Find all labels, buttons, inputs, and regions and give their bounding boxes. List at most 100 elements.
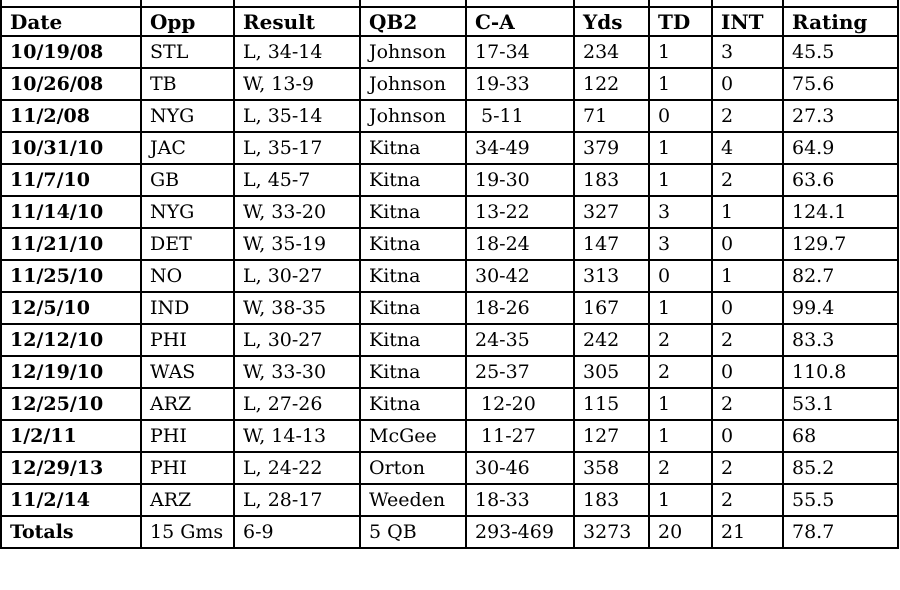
table-cell: 99.4 xyxy=(782,291,899,325)
grid-line-stub xyxy=(140,0,142,6)
table-cell: 6-9 xyxy=(233,515,361,549)
table-cell: 18-24 xyxy=(465,227,575,261)
table-cell: GB xyxy=(140,163,235,197)
table-cell: 293-469 xyxy=(465,515,575,549)
table-cell: 1 xyxy=(648,387,713,421)
table-cell: W, 33-30 xyxy=(233,355,361,389)
table-cell: WAS xyxy=(140,355,235,389)
table-row: 11/2/14 ARZ L, 28-17 Weeden 18-33 183 1 2 55.5 xyxy=(0,483,899,517)
table-cell: Weeden xyxy=(359,483,467,517)
table-cell: 2 xyxy=(711,387,784,421)
table-cell: W, 35-19 xyxy=(233,227,361,261)
table-cell: 127 xyxy=(573,419,650,453)
table-cell: 11/14/10 xyxy=(0,195,142,229)
table-cell: 147 xyxy=(573,227,650,261)
table-cell: 3 xyxy=(711,35,784,69)
table-cell: 379 xyxy=(573,131,650,165)
table-cell: L, 30-27 xyxy=(233,323,361,357)
table-cell: 17-34 xyxy=(465,35,575,69)
table-cell: 183 xyxy=(573,483,650,517)
table-cell: 1 xyxy=(648,67,713,101)
table-cell: 313 xyxy=(573,259,650,293)
table-cell: Totals xyxy=(0,515,142,549)
table-cell: 12/19/10 xyxy=(0,355,142,389)
table-row: 12/25/10 ARZ L, 27-26 Kitna 12-20 115 1 2 53.1 xyxy=(0,387,899,421)
table-cell: 1 xyxy=(648,35,713,69)
table-row: 11/7/10 GB L, 45-7 Kitna 19-30 183 1 2 63.6 xyxy=(0,163,899,197)
table-cell: Kitna xyxy=(359,259,467,293)
table-cell: 183 xyxy=(573,163,650,197)
table-cell: NYG xyxy=(140,195,235,229)
table-cell: 2 xyxy=(711,323,784,357)
table-row: 11/25/10 NO L, 30-27 Kitna 30-42 313 0 1 82.7 xyxy=(0,259,899,293)
table-cell: 115 xyxy=(573,387,650,421)
table-cell: 13-22 xyxy=(465,195,575,229)
table-cell: 1/2/11 xyxy=(0,419,142,453)
table-cell: 11/25/10 xyxy=(0,259,142,293)
table-cell: 64.9 xyxy=(782,131,899,165)
table-cell: 2 xyxy=(648,323,713,357)
qb-stats-page: Date Opp Result QB2 C-A Yds TD INT Rating 10/19/… xyxy=(0,0,899,549)
header-cell: Date xyxy=(0,6,142,37)
table-cell: DET xyxy=(140,227,235,261)
cropped-row-stubs xyxy=(0,0,899,6)
table-cell: 5-11 xyxy=(465,99,575,133)
table-cell: 110.8 xyxy=(782,355,899,389)
table-cell: 75.6 xyxy=(782,67,899,101)
table-cell: 167 xyxy=(573,291,650,325)
table-cell: Kitna xyxy=(359,227,467,261)
grid-line-stub xyxy=(897,0,899,6)
table-cell: 1 xyxy=(648,163,713,197)
table-cell: L, 35-17 xyxy=(233,131,361,165)
table-cell: 11/2/08 xyxy=(0,99,142,133)
table-cell: 82.7 xyxy=(782,259,899,293)
header-cell: QB2 xyxy=(359,6,467,37)
table-cell: 11/2/14 xyxy=(0,483,142,517)
table-cell: 124.1 xyxy=(782,195,899,229)
totals-row: Totals 15 Gms 6-9 5 QB 293-469 3273 20 21 78.7 xyxy=(0,515,899,549)
table-cell: 18-33 xyxy=(465,483,575,517)
table-cell: NYG xyxy=(140,99,235,133)
table-cell: 12-20 xyxy=(465,387,575,421)
table-row: 12/29/13 PHI L, 24-22 Orton 30-46 358 2 2 85.2 xyxy=(0,451,899,485)
table-row: 12/19/10 WAS W, 33-30 Kitna 25-37 305 2 0 110.8 xyxy=(0,355,899,389)
table-row: 11/21/10 DET W, 35-19 Kitna 18-24 147 3 0 129.7 xyxy=(0,227,899,261)
table-cell: Kitna xyxy=(359,163,467,197)
table-cell: 45.5 xyxy=(782,35,899,69)
table-cell: 10/19/08 xyxy=(0,35,142,69)
table-cell: NO xyxy=(140,259,235,293)
table-cell: 242 xyxy=(573,323,650,357)
table-cell: PHI xyxy=(140,451,235,485)
table-cell: W, 13-9 xyxy=(233,67,361,101)
table-cell: 21 xyxy=(711,515,784,549)
table-row: 12/5/10 IND W, 38-35 Kitna 18-26 167 1 0 99.4 xyxy=(0,291,899,325)
table-cell: TB xyxy=(140,67,235,101)
qb-stats-table: Date Opp Result QB2 C-A Yds TD INT Rating 10/19/… xyxy=(0,6,899,549)
table-cell: 53.1 xyxy=(782,387,899,421)
table-row: 12/12/10 PHI L, 30-27 Kitna 24-35 242 2 2 83.3 xyxy=(0,323,899,357)
table-cell: 63.6 xyxy=(782,163,899,197)
table-cell: 34-49 xyxy=(465,131,575,165)
table-cell: 19-30 xyxy=(465,163,575,197)
table-cell: L, 35-14 xyxy=(233,99,361,133)
table-row: 11/2/08 NYG L, 35-14 Johnson 5-11 71 0 2 27.3 xyxy=(0,99,899,133)
table-cell: 11-27 xyxy=(465,419,575,453)
table-cell: 305 xyxy=(573,355,650,389)
table-cell: 83.3 xyxy=(782,323,899,357)
table-cell: Johnson xyxy=(359,35,467,69)
table-cell: McGee xyxy=(359,419,467,453)
table-cell: PHI xyxy=(140,419,235,453)
table-cell: 19-33 xyxy=(465,67,575,101)
header-cell: Rating xyxy=(782,6,899,37)
table-cell: 2 xyxy=(648,451,713,485)
table-cell: 30-42 xyxy=(465,259,575,293)
header-cell: Opp xyxy=(140,6,235,37)
table-cell: L, 24-22 xyxy=(233,451,361,485)
table-cell: 15 Gms xyxy=(140,515,235,549)
table-cell: 4 xyxy=(711,131,784,165)
table-cell: 10/31/10 xyxy=(0,131,142,165)
table-cell: IND xyxy=(140,291,235,325)
table-cell: 12/12/10 xyxy=(0,323,142,357)
table-cell: Kitna xyxy=(359,323,467,357)
table-cell: 30-46 xyxy=(465,451,575,485)
